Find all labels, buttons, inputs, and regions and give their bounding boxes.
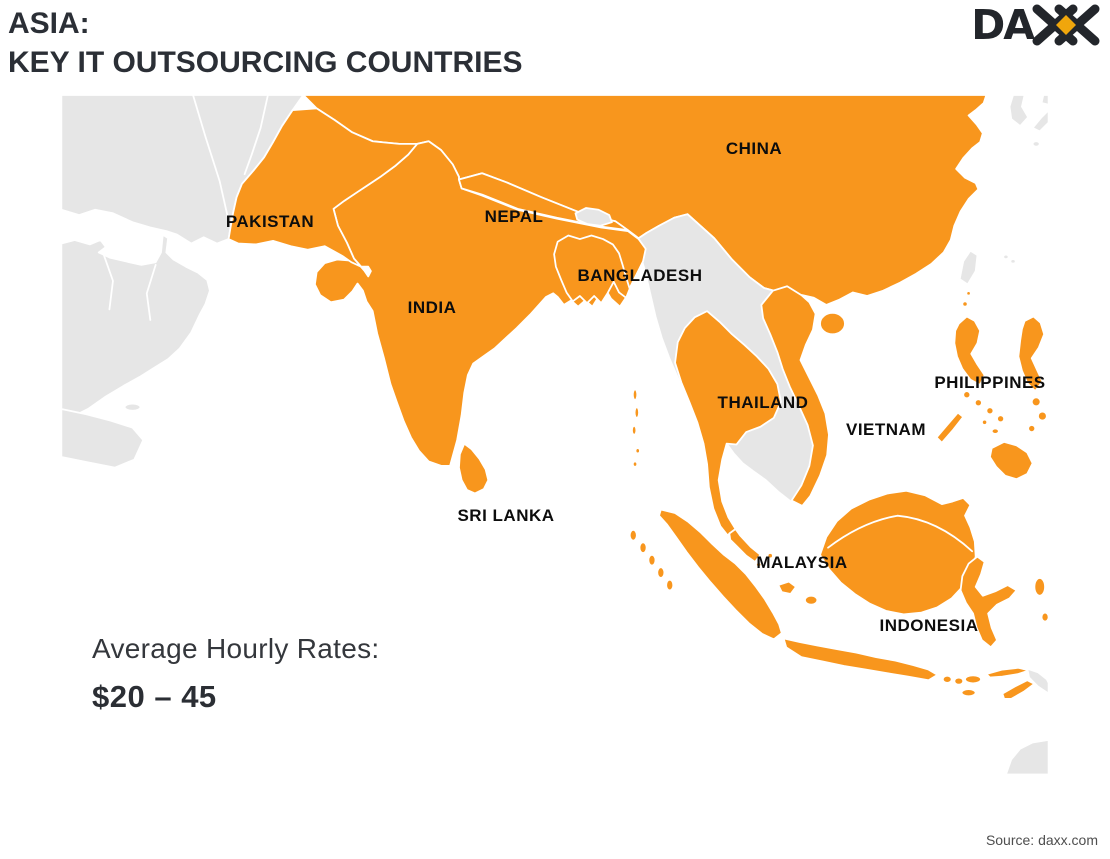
gray-landmass-west-asia [60,95,305,469]
country-philippines [935,290,1048,481]
country-thailand [674,310,782,537]
asia-map-svg [60,95,1050,776]
island-sumatra [628,508,819,641]
label-pakistan: PAKISTAN [225,212,315,231]
islands-andaman-nicobar [631,388,641,468]
label-china: CHINA [725,139,783,158]
label-nepal: NEPAL [484,207,544,226]
title-line-2: KEY IT OUTSOURCING COUNTRIES [8,46,523,79]
header: ASIA: KEY IT OUTSOURCING COUNTRIES DA [0,0,1110,95]
average-rates-block: Average Hourly Rates: $20 – 45 [92,633,379,715]
label-vietnam: VIETNAM [846,420,926,439]
country-malaysia [728,528,763,568]
title-line-1: ASIA: [8,7,90,40]
label-thailand: THAILAND [717,393,809,412]
island-borneo [819,489,977,616]
country-sri-lanka [458,442,490,495]
label-malaysia: MALAYSIA [756,553,848,572]
island-java-lesser-sunda [782,637,1036,700]
label-india: INDIA [407,298,457,317]
country-india [313,140,647,467]
daxx-logo: DA [971,2,1100,48]
country-bangladesh [553,234,631,305]
page-title: ASIA: KEY IT OUTSOURCING COUNTRIES [8,4,522,82]
asia-map: CHINA PAKISTAN NEPAL BANGLADESH INDIA TH… [0,95,1110,859]
logo-text-da: DA [971,1,1035,49]
country-bhutan [574,207,613,227]
label-sri-lanka: SRI LANKA [457,506,555,525]
label-indonesia: INDONESIA [879,616,979,635]
island-sulawesi [959,555,1050,649]
label-philippines: PHILIPPINES [934,373,1046,392]
logo-xx-icon [1032,4,1100,46]
gray-landmass-oceania [1005,667,1050,776]
gray-landmass-east-asia-islands [958,95,1050,286]
rates-value: $20 – 45 [92,679,217,714]
country-vietnam [760,285,830,507]
source-credit: Source: daxx.com [985,832,1098,848]
label-bangladesh: BANGLADESH [577,266,703,285]
rates-label: Average Hourly Rates: [92,633,380,664]
island-hainan [819,312,846,336]
country-pakistan [227,107,419,268]
logo-diamond-icon [1056,15,1076,35]
